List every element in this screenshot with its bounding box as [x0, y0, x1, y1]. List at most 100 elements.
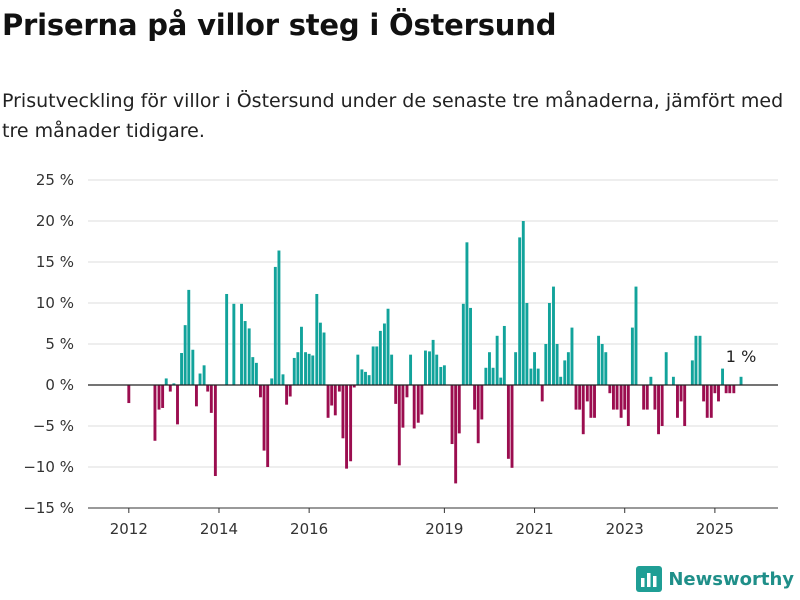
chart-title: Priserna på villor steg i Östersund [2, 8, 557, 42]
bar [732, 385, 736, 394]
x-tick-label: 2019 [425, 520, 463, 538]
bar [428, 351, 431, 385]
x-tick-label: 2016 [290, 520, 328, 538]
bar [153, 385, 157, 441]
bar [435, 354, 439, 385]
bar [318, 322, 322, 385]
bar [161, 385, 165, 408]
bar [615, 385, 619, 410]
bar [390, 354, 394, 385]
bar [514, 352, 518, 385]
bar [341, 385, 345, 439]
bar [322, 332, 326, 385]
bar [694, 335, 698, 385]
bar [574, 385, 578, 410]
bar-chart-logo-icon [636, 566, 663, 592]
bar [713, 385, 717, 394]
bar [296, 352, 300, 385]
bar [728, 385, 732, 394]
bar [254, 362, 258, 385]
bar [397, 385, 401, 466]
bar [375, 346, 379, 385]
bar [352, 385, 356, 388]
bar [243, 321, 247, 385]
bar [518, 237, 522, 385]
bar [194, 385, 198, 407]
bar [266, 385, 270, 467]
bar [555, 344, 559, 385]
bar [281, 374, 285, 385]
bar [469, 307, 472, 385]
bar [578, 385, 582, 410]
bar [604, 352, 608, 385]
bar [619, 385, 623, 418]
bar [349, 385, 353, 462]
bar [202, 365, 206, 385]
bar [679, 385, 683, 402]
bar [690, 360, 694, 385]
bar [345, 385, 349, 469]
bar [225, 293, 229, 385]
bar [405, 385, 409, 398]
bar [623, 385, 627, 410]
y-tick-label: −15 % [23, 499, 74, 517]
bar [307, 353, 311, 385]
bar [304, 352, 307, 385]
bar [536, 368, 540, 385]
bar [333, 385, 337, 416]
bar [645, 385, 649, 410]
bar [378, 330, 382, 385]
bar [157, 385, 161, 410]
x-tick-label: 2014 [200, 520, 238, 538]
bar [702, 385, 706, 402]
bar [540, 385, 544, 402]
bar [168, 385, 172, 392]
bar [581, 385, 585, 435]
bar [698, 335, 702, 385]
bar [653, 385, 657, 410]
bar [480, 385, 484, 420]
bar [416, 385, 420, 423]
bar [660, 385, 664, 426]
bar [683, 385, 687, 426]
bar [127, 385, 131, 404]
bar [288, 385, 292, 397]
bar [259, 385, 262, 398]
bar [491, 367, 495, 385]
bar [206, 385, 210, 392]
x-tick-label: 2023 [606, 520, 644, 538]
bar [544, 344, 548, 385]
bar [559, 376, 563, 385]
bar-chart: −15 % −10 % −5 % 0 % 5 % 10 % 15 % 20 % 25 % 201… [23, 171, 778, 538]
bars [127, 221, 743, 484]
bar [563, 360, 567, 385]
bar [465, 242, 469, 385]
bar [600, 344, 604, 385]
bar [642, 385, 646, 410]
bar [450, 385, 454, 445]
bar [705, 385, 709, 418]
bar [292, 357, 296, 385]
bar [589, 385, 593, 418]
bar [442, 365, 446, 385]
bar [371, 346, 375, 385]
bar [585, 385, 589, 402]
annotation-label: 1 % [726, 347, 756, 366]
bar [724, 385, 728, 394]
bar [382, 323, 386, 385]
bar [709, 385, 713, 418]
bar [187, 289, 191, 385]
bar [476, 385, 480, 444]
bar [247, 328, 251, 385]
bar [209, 385, 213, 413]
y-tick-label: 20 % [36, 212, 74, 230]
bar [457, 385, 461, 434]
bar [394, 385, 398, 404]
bar [525, 303, 529, 385]
bar [356, 354, 360, 385]
bar [454, 385, 458, 484]
bar [300, 326, 303, 385]
bar [191, 349, 195, 385]
bar [270, 378, 274, 385]
bar [240, 303, 243, 385]
